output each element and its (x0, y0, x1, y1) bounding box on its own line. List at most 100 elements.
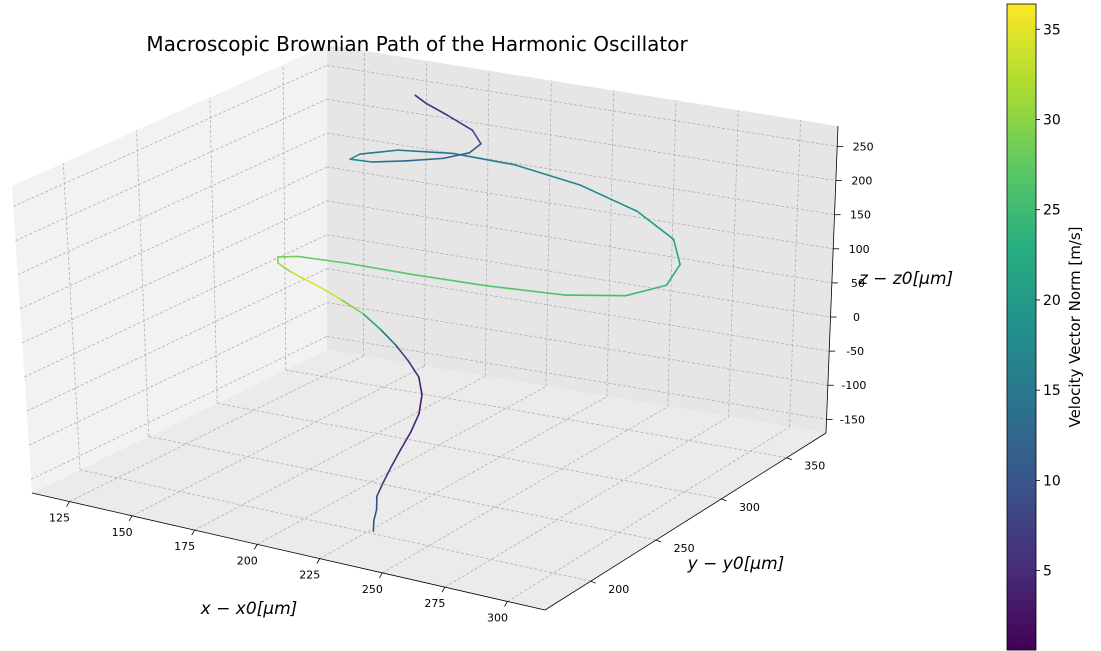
x-grid-floor (382, 406, 668, 574)
y-tick-mark (786, 457, 792, 461)
z-tick-label: 100 (849, 243, 870, 256)
z-tick-label: 150 (850, 209, 871, 222)
z-tick-label: 200 (851, 175, 872, 188)
z-tick-label: -100 (841, 379, 866, 392)
x-grid-back (545, 80, 552, 387)
path-segment (361, 312, 382, 331)
y-tick-label: 250 (674, 542, 695, 555)
path-segment (371, 160, 407, 163)
x-tick-label: 200 (237, 554, 258, 567)
z-grid-left (22, 200, 328, 344)
x-grid-back (667, 100, 677, 407)
path-segment (320, 286, 342, 301)
path-segment (418, 376, 423, 396)
y-grid-floor (217, 402, 722, 500)
z-tick-label: 250 (853, 140, 874, 153)
path-segment (390, 449, 402, 468)
z-grid-back (326, 200, 832, 284)
x-tick-mark (504, 601, 508, 607)
path-segment (376, 481, 385, 498)
z-axis-label: z − z0[μm] (858, 269, 953, 289)
floor-pane (32, 350, 826, 610)
z-grid-left (24, 234, 328, 378)
z-grid-left (13, 64, 328, 207)
y-tick-mark (655, 539, 662, 543)
path-segment (446, 114, 474, 132)
colorbar-tick-label: 15 (1043, 383, 1061, 399)
path-segment (302, 277, 322, 289)
path-segment (514, 164, 581, 186)
x-tick-label: 175 (174, 540, 195, 553)
colorbar-label: Velocity Vector Norm [m/s] (1066, 226, 1084, 427)
colorbar-gradient (1006, 3, 1037, 651)
x-grid-back (606, 90, 615, 397)
path-segment (372, 508, 378, 522)
path-segment (345, 262, 414, 276)
path-segment (288, 270, 305, 280)
path-segment (399, 431, 412, 451)
path-segment (382, 465, 393, 484)
path-segment (404, 157, 444, 162)
path-segment (672, 238, 681, 266)
z-tick-label: -50 (846, 345, 864, 358)
x-tick-mark (253, 544, 258, 550)
x-grid-back (728, 110, 739, 417)
z-grid-left (19, 166, 328, 310)
z-grid-left (28, 302, 328, 446)
z-grid-back (326, 234, 831, 318)
path-segment (425, 102, 449, 117)
y-tick-mark (721, 498, 727, 502)
path-segment (411, 273, 488, 287)
grid-lines (13, 50, 839, 611)
x-tick-label: 150 (112, 526, 133, 539)
z-grid-back (326, 336, 827, 420)
z-grid-left (26, 268, 328, 412)
path-segment (410, 413, 420, 433)
x-grid-back (423, 60, 428, 367)
y-grid-floor (148, 436, 657, 541)
y-tick-mark (590, 580, 596, 584)
x-grid-back (789, 120, 802, 427)
path-segment (442, 151, 471, 160)
path-segment (418, 393, 423, 415)
path-segment (349, 153, 361, 160)
colorbar-tick-label: 25 (1043, 203, 1061, 219)
colorbar-tick-label: 5 (1043, 564, 1052, 580)
x-grid-floor (507, 426, 790, 602)
path-segment (485, 285, 566, 296)
path-segment (665, 263, 681, 287)
x-tick-mark (128, 515, 133, 522)
x-tick-mark (191, 529, 196, 536)
z-axis-line (825, 125, 839, 434)
back-pane (327, 45, 838, 433)
y-axis-line (544, 432, 827, 611)
colorbar-ticks: 5 10 15 20 25 30 35 (1036, 22, 1061, 580)
x-tick-label: 300 (487, 611, 508, 624)
x-tick-mark (441, 586, 446, 593)
path-segment (349, 158, 373, 163)
z-grid-back (326, 98, 836, 181)
colorbar-tick-label: 30 (1043, 112, 1061, 128)
x-grid-back (484, 70, 490, 377)
path-segment (407, 359, 420, 378)
z-grid-back (326, 166, 834, 250)
x-tick-mark (378, 572, 383, 579)
axis-ticks: 125 150 175 200 225 250 275 300 200 250 300 350 -150… (49, 140, 874, 624)
colorbar-tick-label: 35 (1043, 22, 1061, 38)
chart-title: Macroscopic Brownian Path of the Harmoni… (146, 32, 688, 56)
y-grid-left (62, 163, 81, 470)
z-grid-left (15, 98, 328, 241)
x-tick-label: 125 (49, 512, 70, 525)
x-axis-line (31, 492, 546, 611)
path-segment (452, 152, 517, 166)
z-tick-label: 50 (851, 277, 865, 290)
x-tick-label: 250 (362, 583, 383, 596)
path-segment (297, 255, 348, 264)
path-segment (624, 284, 668, 297)
x-tick-mark (66, 501, 70, 507)
y-tick-label: 200 (608, 583, 629, 596)
path-segment (414, 94, 428, 105)
x-grid-back (363, 50, 365, 357)
path-segment (277, 262, 291, 272)
